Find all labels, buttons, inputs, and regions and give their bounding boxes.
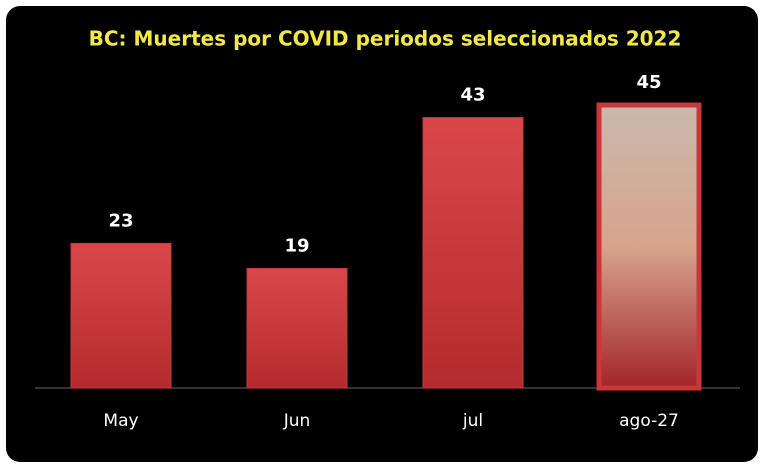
data-label: 19 xyxy=(284,236,309,257)
x-tick-label: ago-27 xyxy=(619,411,679,431)
x-tick-label: Jun xyxy=(283,411,311,431)
x-tick-label: May xyxy=(103,411,138,431)
bar xyxy=(596,102,702,391)
bar xyxy=(70,242,172,389)
x-tick-label: jul xyxy=(462,411,483,431)
bar xyxy=(246,268,348,389)
chart-title: BC: Muertes por COVID periodos seleccion… xyxy=(89,27,682,51)
data-label: 45 xyxy=(636,72,661,93)
data-label: 23 xyxy=(108,210,133,231)
data-label: 43 xyxy=(460,85,485,106)
chart-panel xyxy=(6,6,758,462)
bar xyxy=(422,117,524,389)
